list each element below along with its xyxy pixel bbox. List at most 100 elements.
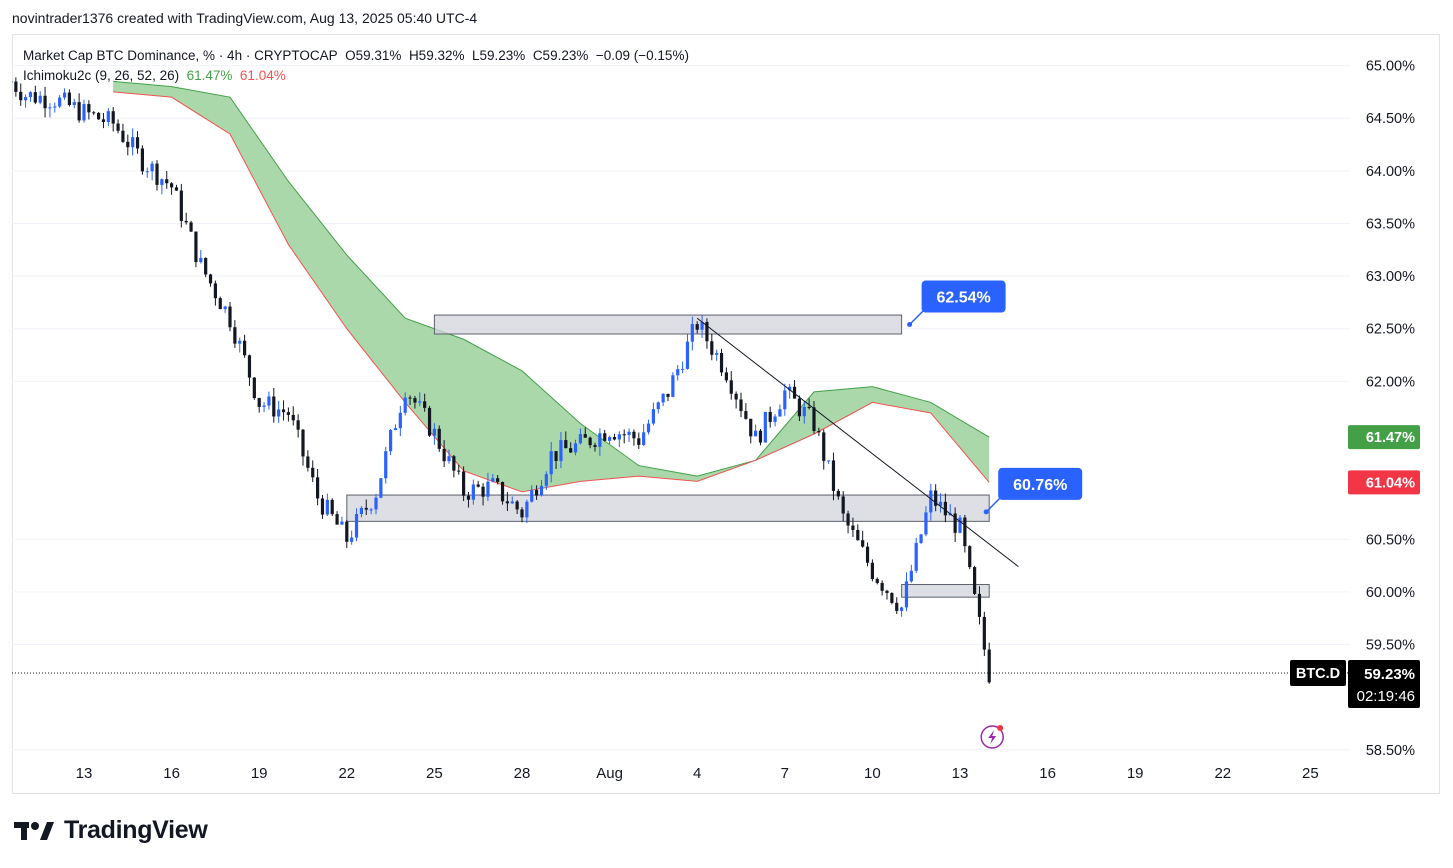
candle-body [301,429,305,457]
y-tick-label: 60.50% [1366,532,1415,548]
candle-body [82,104,86,121]
candle-body [311,467,315,478]
candle-body [739,399,743,412]
indicator-value-span-a: 61.47% [186,68,233,83]
candle-body [987,649,991,683]
last-price-label: 59.23% [1364,666,1415,683]
candle-body [272,396,276,417]
candle-body [535,489,539,496]
candle-body [953,513,957,533]
y-tick-label: 60.00% [1366,585,1415,601]
symbol-legend[interactable]: Market Cap BTC Dominance, % · 4h · CRYPT… [23,46,689,66]
candle-body [170,183,174,188]
candle-body [676,369,680,376]
candle-body [749,418,753,437]
candle-body [165,179,169,184]
candle-body [442,448,446,462]
price-chart[interactable]: 62.54% 60.76% 65.00% 64.50% 64.00% 63.50% 63.0… [12,34,1440,794]
candle-body [637,438,641,445]
candle-body [179,190,183,221]
candle-body [690,324,694,342]
candle-body [194,231,198,263]
candle-body [24,97,28,101]
candle-body [12,81,13,83]
candle-body [252,377,256,399]
candle-body [919,534,923,543]
candle-body [67,92,71,106]
candle-body [174,187,179,191]
candle-body [345,521,349,542]
candle-body [841,496,845,514]
candle-body [296,420,300,430]
candle-body [797,398,801,417]
tradingview-brand[interactable]: TradingView [14,816,208,845]
candle-body [126,141,130,148]
candle-body [471,484,475,500]
candle-body [505,501,509,504]
candle-body [62,92,67,98]
ohlc-change: −0.09 (−0.15%) [595,48,689,63]
y-tick-label: 65.00% [1366,59,1415,75]
candle-body [106,111,110,122]
candle-body [398,412,402,429]
callout-62-label: 62.54% [936,290,990,307]
y-tick-label: 63.00% [1366,269,1415,285]
candle-body [875,578,879,583]
x-tick-label: 25 [426,765,443,782]
ichimoku-cloud [113,81,990,492]
candle-body [131,137,135,148]
symbol-title: Market Cap BTC Dominance, % · 4h · CRYPT… [23,48,338,63]
candle-body [423,401,427,408]
publish-caption: novintrader1376 created with TradingView… [12,10,478,26]
candle-body [958,517,962,533]
candle-body [909,570,913,582]
candle-body [982,616,986,650]
candle-body [934,490,938,506]
candle-body [243,340,247,356]
x-tick-label: 22 [338,765,355,782]
candle-body [189,222,193,232]
candle-body [330,499,334,515]
candle-body [233,327,237,344]
candle-body [38,95,42,103]
candle-body [457,470,461,472]
descending-trendline [696,317,1019,568]
ohlc-open: O59.31% [345,48,402,63]
candle-body [393,428,398,430]
candle-body [651,409,655,424]
candle-body [802,406,806,417]
candle-body [150,163,154,172]
candle-body [43,95,47,109]
axis-badge-label: 61.47% [1366,430,1415,446]
candle-body [792,386,797,399]
candle-body [783,390,787,410]
candle-body [924,512,928,535]
candle-body [564,440,568,449]
x-tick-label: 22 [1214,765,1231,782]
candle-body [977,593,982,617]
candle-body [768,411,772,422]
candle-body [208,274,213,284]
candle-body [466,495,471,500]
candle-body [646,423,651,433]
candle-body [437,428,441,449]
candle-body [729,380,733,394]
candle-body [340,521,344,525]
callout-60-box [998,467,1083,500]
candle-body [369,509,373,511]
indicator-legend[interactable]: Ichimoku2c (9, 26, 52, 26) 61.47% 61.04% [23,66,689,86]
candle-body [491,478,495,482]
candle-body [427,407,432,436]
candle-body [715,352,719,355]
candle-body [228,306,232,328]
candle-body [53,106,57,108]
candle-body [885,590,889,593]
candle-body [627,431,631,435]
candle-body [432,428,436,436]
ohlc-close: C59.23% [532,48,589,63]
candle-body [350,537,354,542]
x-tick-label: 25 [1302,765,1319,782]
candle-body [778,409,782,417]
axis-badge [1348,470,1420,495]
candle-body [58,97,62,107]
